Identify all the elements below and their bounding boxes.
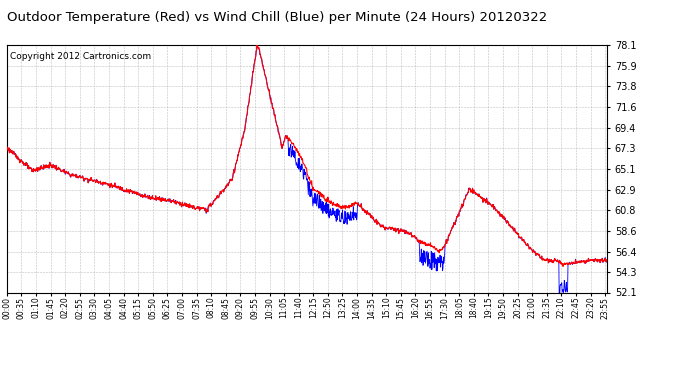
Text: Copyright 2012 Cartronics.com: Copyright 2012 Cartronics.com <box>10 53 151 62</box>
Text: Outdoor Temperature (Red) vs Wind Chill (Blue) per Minute (24 Hours) 20120322: Outdoor Temperature (Red) vs Wind Chill … <box>7 11 547 24</box>
